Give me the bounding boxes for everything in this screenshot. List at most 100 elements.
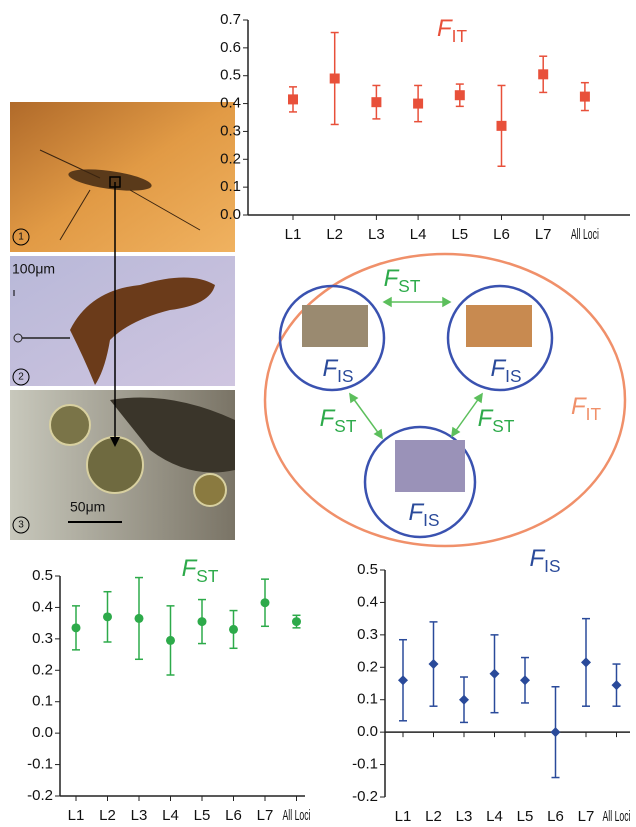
- panel-number: 2: [18, 372, 24, 383]
- marker: [71, 623, 81, 633]
- y-tick-label: 0.5: [220, 67, 241, 84]
- y-tick-label: 0.2: [357, 658, 378, 675]
- subscript: IS: [544, 556, 560, 576]
- x-tick-label: L5: [451, 226, 468, 243]
- diagram-label: FST: [320, 405, 357, 435]
- marker: [611, 680, 622, 691]
- x-tick-label: L7: [257, 807, 274, 824]
- marker: [496, 120, 507, 131]
- x-tick-label: L7: [578, 808, 595, 825]
- x-tick-label: L2: [99, 807, 116, 824]
- subscript: ST: [492, 416, 515, 436]
- y-tick-label: 0.7: [220, 11, 241, 28]
- x-tick-label: L5: [194, 807, 211, 824]
- marker: [398, 675, 408, 686]
- y-tick-label: 0.0: [357, 723, 378, 740]
- subscript: IS: [337, 366, 353, 386]
- diagram-label: FST: [478, 405, 515, 435]
- x-tick-label: L1: [68, 807, 85, 824]
- symbol: F: [323, 355, 339, 382]
- y-tick-label: -0.2: [27, 787, 53, 804]
- y-tick-label: 0.4: [32, 598, 53, 615]
- x-tick-label: L6: [493, 226, 510, 243]
- x-tick-label: All Loci: [283, 807, 311, 824]
- subscript: IS: [423, 510, 439, 530]
- y-tick-label: -0.1: [27, 756, 53, 773]
- diagram-label: FIS: [409, 499, 440, 529]
- y-tick-label: 0.2: [32, 661, 53, 678]
- panel-number: 1: [18, 232, 24, 243]
- x-tick-label: All Loci: [603, 808, 631, 825]
- x-tick-label: L1: [285, 226, 302, 243]
- subscript: ST: [196, 566, 219, 586]
- symbol: F: [384, 265, 400, 292]
- marker: [538, 69, 549, 80]
- x-tick-label: L3: [131, 807, 148, 824]
- y-tick-label: 0.5: [357, 561, 378, 578]
- y-tick-label: 0.2: [220, 150, 241, 167]
- marker: [288, 94, 298, 105]
- subscript: IT: [452, 26, 468, 46]
- diagram-label: FIS: [323, 355, 354, 385]
- photo-panels: [10, 102, 235, 540]
- x-tick-label: All Loci: [571, 226, 599, 243]
- marker: [550, 727, 561, 738]
- marker: [581, 657, 591, 668]
- marker: [520, 675, 530, 686]
- marker: [459, 694, 469, 705]
- marker: [579, 91, 590, 102]
- marker: [134, 613, 144, 623]
- x-tick-label: L5: [517, 808, 534, 825]
- diagram-label: FIT: [571, 393, 601, 423]
- panel-number: 3: [18, 520, 24, 531]
- marker: [329, 73, 340, 84]
- scale-bar-label: 100μm: [12, 261, 55, 277]
- marker: [371, 97, 382, 108]
- marker: [454, 90, 465, 101]
- y-tick-label: 0.6: [220, 39, 241, 56]
- chart-title: FST: [182, 555, 219, 585]
- symbol: F: [530, 545, 546, 572]
- x-tick-label: L7: [535, 226, 552, 243]
- y-tick-label: 0.1: [357, 691, 378, 708]
- symbol: F: [437, 15, 453, 42]
- diagram-shapes: [263, 252, 627, 548]
- y-tick-label: 0.0: [220, 206, 241, 223]
- scale-bar-label: 50μm: [70, 499, 105, 515]
- x-tick-label: L4: [162, 807, 179, 824]
- marker: [292, 617, 301, 627]
- marker: [428, 659, 439, 670]
- marker: [103, 612, 112, 622]
- diagram-label: FST: [384, 265, 421, 295]
- symbol: F: [571, 393, 587, 420]
- symbol: F: [320, 405, 336, 432]
- x-tick-label: L4: [410, 226, 427, 243]
- y-tick-label: 0.4: [357, 593, 378, 610]
- x-tick-label: L2: [425, 808, 442, 825]
- symbol: F: [478, 405, 494, 432]
- x-tick-label: L3: [456, 808, 473, 825]
- symbol: F: [409, 499, 425, 526]
- marker: [260, 598, 270, 608]
- x-tick-label: L6: [225, 807, 242, 824]
- marker: [229, 624, 238, 634]
- marker: [197, 617, 207, 627]
- y-tick-label: 0.1: [220, 178, 241, 195]
- y-tick-label: 0.5: [32, 567, 53, 584]
- y-tick-label: 0.3: [220, 122, 241, 139]
- subscript: IS: [505, 366, 521, 386]
- subscript: ST: [334, 416, 357, 436]
- x-tick-label: L4: [486, 808, 503, 825]
- x-tick-label: L6: [547, 808, 564, 825]
- subscript: ST: [398, 276, 421, 296]
- y-tick-label: 0.0: [32, 724, 53, 741]
- x-tick-label: L1: [395, 808, 412, 825]
- marker: [413, 98, 424, 109]
- marker: [166, 635, 175, 645]
- y-tick-label: -0.2: [352, 788, 378, 805]
- marker: [489, 668, 500, 679]
- chart-title: FIS: [530, 545, 561, 575]
- diagram-label: FIS: [491, 355, 522, 385]
- y-tick-label: 0.3: [357, 626, 378, 643]
